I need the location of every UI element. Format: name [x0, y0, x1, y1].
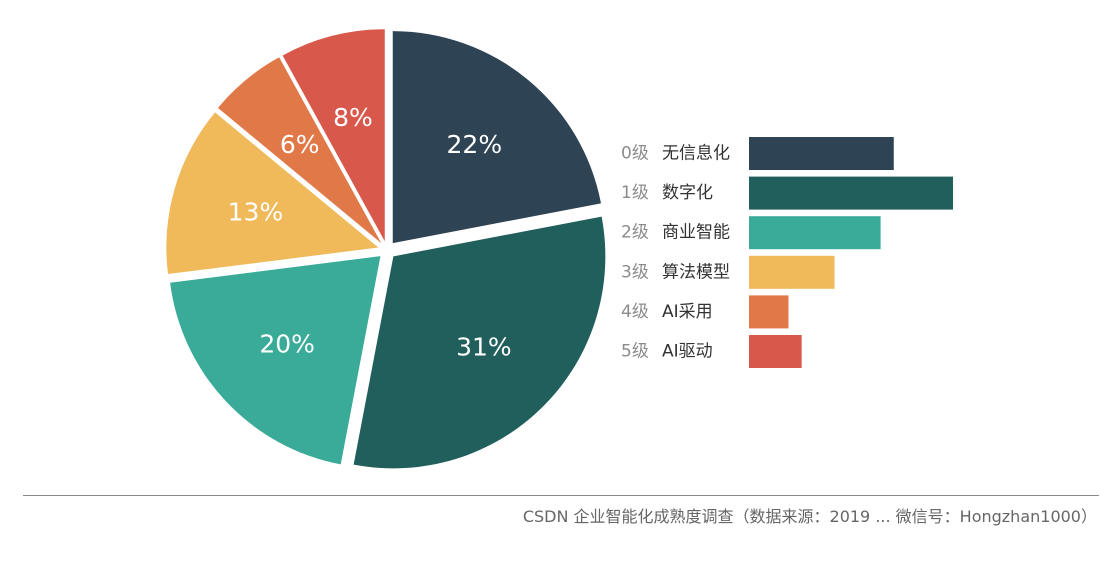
pie-slice-0	[392, 31, 601, 244]
legend-name-5: AI驱动	[662, 342, 713, 362]
footer-divider	[23, 495, 1099, 496]
legend-name-3: 算法模型	[662, 262, 730, 282]
legend-bar-3	[749, 255, 835, 289]
legend-name-1: 数字化	[662, 183, 713, 203]
legend-bar-4	[749, 295, 789, 329]
pie-slice-5	[282, 29, 385, 242]
legend: 0级 无信息化 1级 数字化 2级 商业智能 3级 算法模型 4级 AI采用 5级 AI驱动	[621, 137, 953, 368]
legend-name-4: AI采用	[662, 302, 713, 322]
pie-slice-1	[353, 216, 606, 469]
slice-value-label-1: 31%	[456, 332, 512, 361]
legend-bar-2	[749, 216, 881, 250]
legend-bar-0	[749, 137, 894, 170]
source-note: CSDN 企业智能化成熟度调查（数据来源：2019 ... 微信号：Hongzh…	[522, 507, 1097, 526]
legend-bar-5	[749, 335, 802, 368]
slice-value-label-3: 13%	[228, 197, 284, 226]
legend-name-2: 商业智能	[662, 223, 730, 243]
legend-bar-1	[749, 176, 953, 210]
pie-slice-2	[170, 256, 381, 465]
legend-level-5: 5级	[621, 342, 649, 362]
pie-slice-4	[217, 57, 382, 244]
legend-level-2: 2级	[621, 223, 649, 243]
legend-level-1: 1级	[621, 183, 649, 203]
pie-slice-3	[166, 112, 379, 275]
legend-name-0: 无信息化	[662, 144, 730, 164]
legend-level-4: 4级	[621, 302, 649, 322]
slice-value-label-0: 22%	[447, 130, 503, 159]
legend-level-0: 0级	[621, 144, 649, 164]
pie-group: 22% 31% 20% 13% 6% 8%	[166, 29, 606, 469]
slice-value-label-4: 6%	[280, 130, 320, 159]
legend-level-3: 3级	[621, 262, 649, 282]
slice-value-label-2: 20%	[259, 329, 315, 358]
slice-value-label-5: 8%	[333, 103, 373, 132]
